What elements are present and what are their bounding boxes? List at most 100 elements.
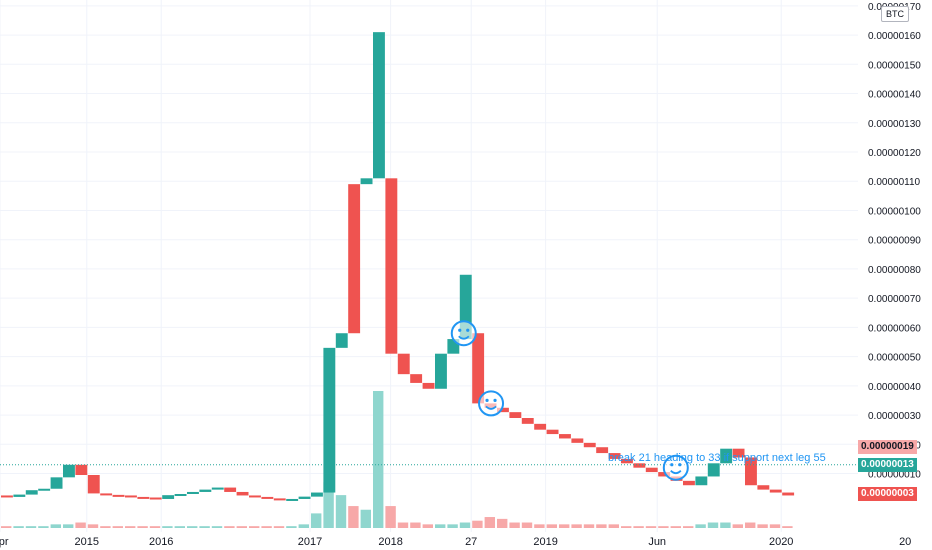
candle [273, 498, 286, 501]
candle [385, 178, 398, 354]
volume-bar [521, 522, 533, 528]
x-axis: Apr2015201620172018272019Jun202020 [0, 536, 911, 548]
volume-bar [311, 513, 322, 528]
volume-bar [608, 524, 619, 528]
y-tick-label: 0.00000160 [868, 31, 921, 42]
volume-bar [670, 526, 681, 528]
candle [571, 438, 584, 443]
candle [757, 485, 770, 490]
candle [286, 498, 299, 501]
x-tick-label: 27 [465, 536, 477, 548]
volume-bar [546, 524, 557, 528]
volume-bar [707, 522, 719, 528]
candle [621, 458, 633, 464]
volume-bar [782, 526, 793, 528]
volume-bar [583, 524, 595, 528]
currency-label: BTC [881, 6, 909, 22]
candle [112, 494, 125, 497]
x-tick-label: 2019 [533, 536, 557, 548]
volume-bar [211, 526, 223, 528]
volume-bar [63, 524, 74, 528]
volume-bar [459, 522, 471, 528]
volume-bar [125, 526, 136, 528]
smiley-icon [450, 320, 477, 347]
volume-bar [360, 509, 371, 528]
candle [397, 353, 410, 375]
volume-bar [286, 526, 297, 528]
volume-bar [187, 526, 198, 528]
candle [596, 447, 609, 454]
candle [311, 492, 323, 497]
x-tick-label: 2015 [75, 536, 99, 548]
candle [695, 476, 708, 486]
volume-bar [757, 524, 768, 528]
volume-bar [149, 526, 161, 528]
volume-bar [323, 482, 334, 528]
candle [683, 480, 695, 486]
candle [199, 489, 212, 492]
volume-bar [745, 522, 756, 528]
volume-bar [559, 524, 570, 528]
x-tick-label: 2017 [298, 536, 322, 548]
candle [236, 491, 249, 496]
candle [323, 347, 336, 493]
volume-bar [348, 506, 359, 528]
price-badge: 0.00000013 [858, 457, 917, 472]
volume-bar [298, 524, 309, 528]
candle [75, 464, 88, 475]
candle [645, 467, 658, 473]
volume-bar [25, 526, 37, 528]
candle [100, 493, 113, 496]
candle [298, 496, 311, 499]
smiley-icon [662, 454, 689, 481]
volume-bar [38, 526, 49, 528]
volume-bar [13, 526, 24, 528]
chart-grid [0, 0, 906, 532]
candle [422, 382, 435, 389]
y-tick-label: 0.00000130 [868, 119, 921, 130]
volume-bar [100, 526, 111, 528]
volume-bar [373, 391, 384, 528]
candle [732, 448, 745, 458]
volume-bar [422, 524, 433, 528]
volume-bar [335, 495, 347, 528]
volume-bar [112, 526, 123, 528]
y-tick-label: 0.00000090 [868, 236, 921, 247]
volume-bar [621, 526, 632, 528]
candle [497, 407, 509, 413]
price-badge: 0.00000019 [858, 440, 917, 455]
volume-bar [435, 524, 446, 528]
volume-bar [199, 526, 210, 528]
volume-bar [769, 524, 781, 528]
volume-bar [534, 524, 545, 528]
volume-bar [497, 518, 508, 528]
candle [534, 423, 547, 430]
volume-bar [1, 526, 12, 528]
y-tick-label: 0.00000070 [868, 294, 921, 305]
candle [187, 491, 199, 494]
volume-bar [410, 522, 421, 528]
candle [13, 494, 26, 497]
candle [87, 475, 100, 494]
candle [174, 494, 187, 496]
y-tick-label: 0.00000050 [868, 353, 921, 364]
candle [521, 418, 534, 424]
candle [162, 495, 175, 499]
candle [769, 489, 782, 493]
volume-bar [720, 522, 731, 528]
volume-bar [645, 526, 657, 528]
candle [224, 487, 237, 492]
y-tick-label: 0.00000060 [868, 323, 921, 334]
y-tick-label: 0.00000110 [868, 177, 921, 188]
candle [249, 495, 261, 498]
candle [360, 178, 373, 185]
candle [509, 412, 522, 418]
candle [348, 184, 361, 334]
candle [782, 492, 795, 496]
candle [608, 453, 621, 459]
candle [459, 274, 472, 340]
y-tick-label: 0.00000100 [868, 206, 921, 217]
candle [63, 464, 75, 478]
x-tick-label: 20 [899, 536, 911, 548]
